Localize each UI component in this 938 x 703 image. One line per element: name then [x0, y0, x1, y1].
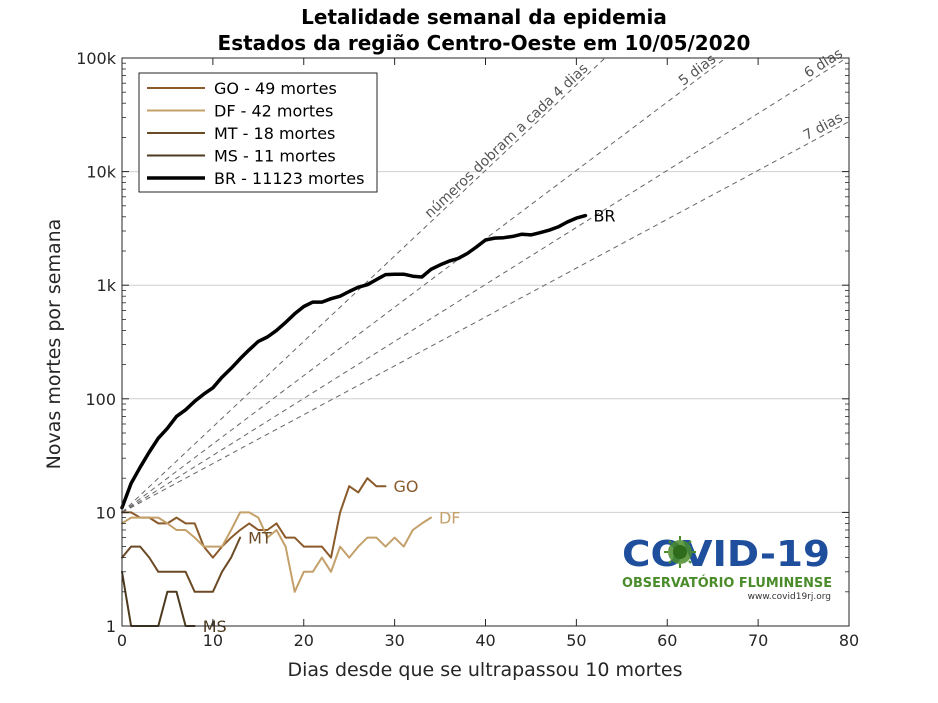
legend: GO - 49 mortes DF - 42 mortes MT - 18 mort… [138, 72, 378, 193]
x-tick-label: 10 [203, 631, 223, 650]
x-tick-label: 30 [384, 631, 404, 650]
legend-label-ms: MS - 11 mortes [214, 147, 336, 166]
series-line-df [121, 511, 432, 593]
doubling-line-7-days [121, 121, 850, 513]
y-axis-label: Novas mortes por semana [43, 219, 65, 470]
chart-title-line-1: Letalidade semanal da epidemia [301, 5, 667, 29]
logo-subtitle: OBSERVATÓRIO FLUMINENSE [622, 575, 832, 591]
legend-label-df: DF - 42 mortes [214, 102, 333, 121]
y-tick-label: 1k [97, 276, 117, 295]
x-tick-label: 80 [839, 631, 859, 650]
y-tick-label: 100k [76, 49, 117, 68]
x-tick-label: 50 [566, 631, 586, 650]
series-line-mt [121, 536, 242, 593]
x-tick-label: 70 [748, 631, 768, 650]
covid19-logo: COVID-19 OBSERVATÓRIO FLUMINENSE www.cov… [622, 534, 832, 602]
legend-label-mt: MT - 18 mortes [214, 124, 335, 143]
x-tick-label: 60 [657, 631, 677, 650]
y-tick-label: 10k [86, 163, 116, 182]
y-tick-label: 10 [96, 503, 116, 522]
logo-title: COVID-19 [622, 534, 830, 575]
legend-label-br: BR - 11123 mortes [214, 169, 364, 188]
logo-url: www.covid19rj.org [748, 592, 831, 602]
series-end-label-df: DF [439, 509, 461, 528]
x-tick-label: 40 [475, 631, 495, 650]
doubling-line-4-days [121, 57, 606, 513]
series-line-br [120, 213, 588, 510]
y-tick-label: 100 [85, 390, 116, 409]
legend-label-go: GO - 49 mortes [214, 79, 337, 98]
x-tick-label: 0 [117, 631, 127, 650]
series-end-label-go: GO [394, 477, 419, 496]
x-axis-label: Dias desde que se ultrapassou 10 mortes [287, 659, 682, 681]
axis-ticks: 1 10 100 1k 10k 100k 0 10 20 30 40 50 60 70 80 [76, 49, 859, 650]
doubling-line-6-days [121, 57, 847, 513]
x-tick-label: 20 [294, 631, 314, 650]
data-series [120, 213, 588, 627]
series-end-label-br: BR [593, 207, 615, 226]
y-tick-label: 1 [106, 617, 116, 636]
virus-icon [664, 536, 696, 568]
series-end-label-mt: MT [248, 529, 272, 548]
chart-title-line-2: Estados da região Centro-Oeste em 10/05/… [218, 31, 751, 55]
